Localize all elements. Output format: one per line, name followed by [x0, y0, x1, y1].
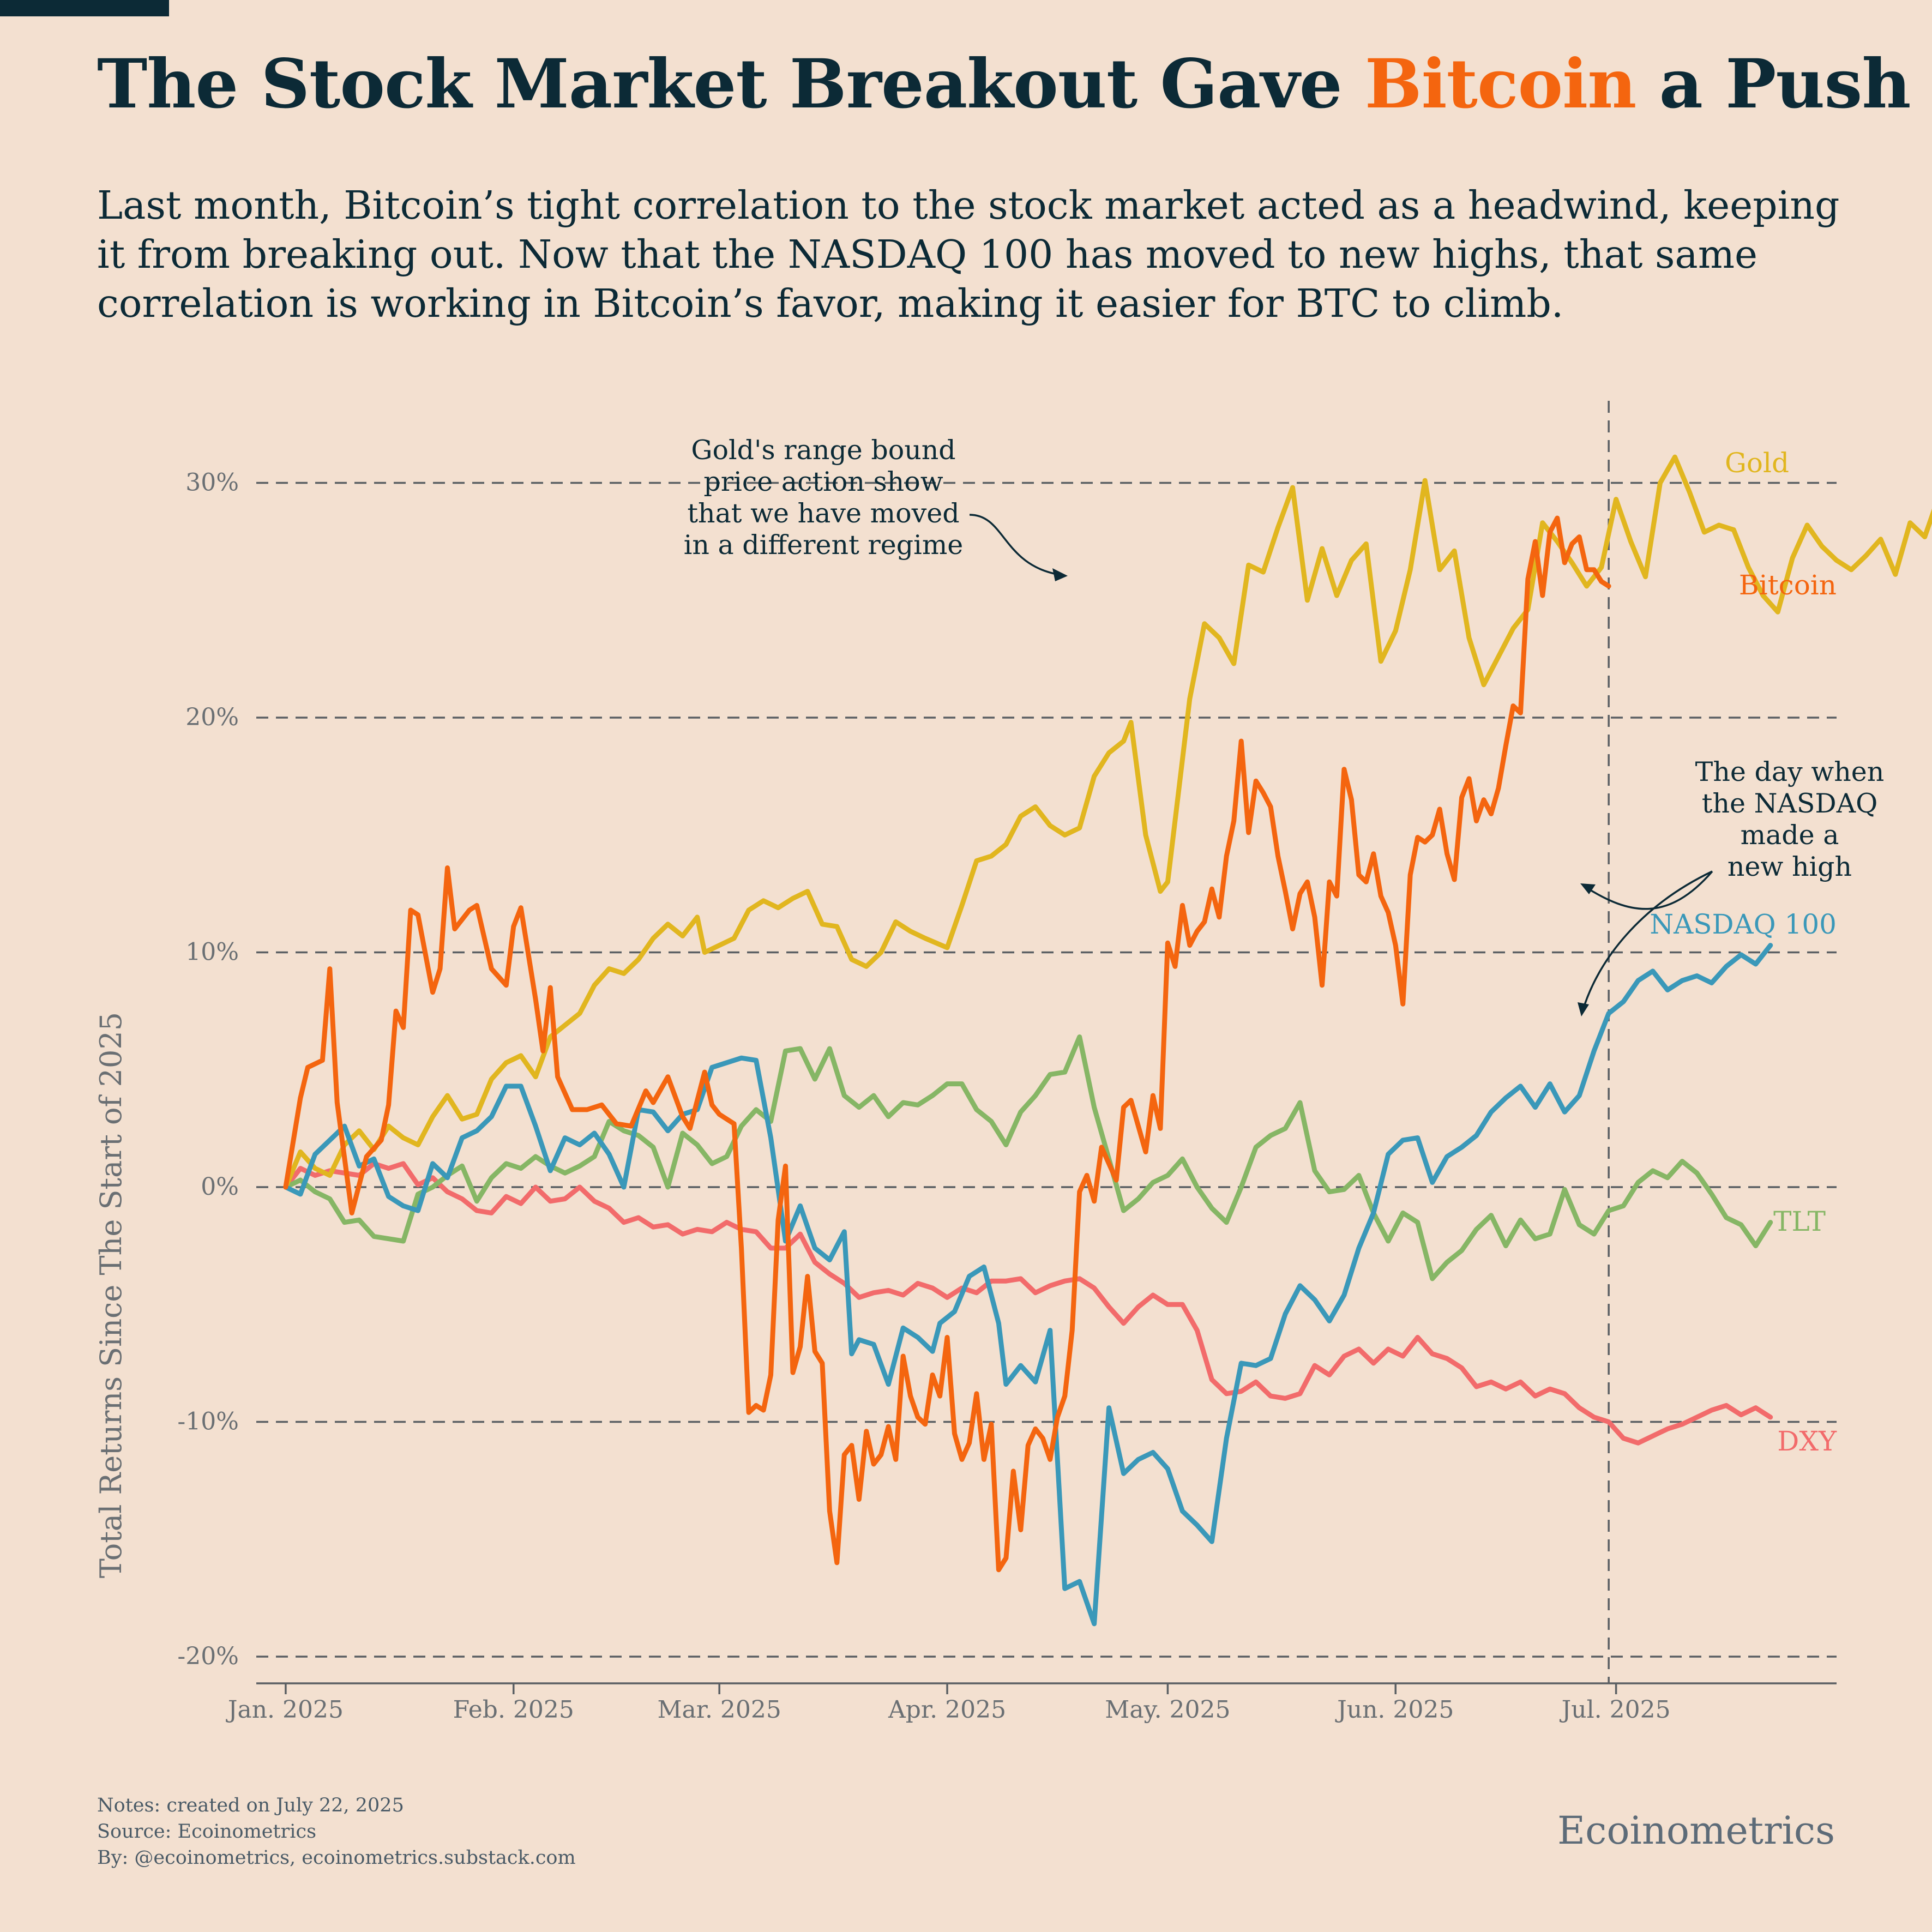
brand-logo-text: Ecoinometrics [1557, 1808, 1835, 1853]
y-tick-label: 30% [185, 469, 239, 497]
byline: By: @ecoinometrics, ecoinometrics.substa… [97, 1847, 576, 1869]
annotation-gold-arrow [969, 514, 1064, 576]
y-tick-label: -20% [177, 1642, 239, 1670]
title-highlight: Bitcoin [1364, 45, 1637, 124]
y-axis-label: Total Returns Since The Start of 2025 [94, 1012, 128, 1578]
notes-line: Notes: created on July 22, 2025 [97, 1795, 404, 1816]
annotation-nasdaq-arrowhead-lower [1578, 1002, 1589, 1016]
y-tick-label: -10% [177, 1408, 239, 1436]
corner-accent-bar [0, 0, 169, 16]
series-label-tlt: TLT [1773, 1206, 1826, 1237]
x-tick-label: Jun. 2025 [1335, 1696, 1454, 1724]
x-tick-label: Jan. 2025 [226, 1696, 344, 1724]
x-tick-label: Mar. 2025 [657, 1696, 781, 1724]
series-label-bitcoin: Bitcoin [1739, 569, 1837, 601]
series-line-gold [283, 454, 1932, 1190]
y-tick-label: 20% [185, 703, 239, 731]
y-tick-label: 10% [185, 938, 239, 966]
annotation-nasdaq-arrow-lower [1581, 870, 1713, 1012]
chart-title: The Stock Market Breakout Gave Bitcoin a… [97, 45, 1911, 124]
annotation-nasdaq-arrowhead-upper [1580, 883, 1596, 894]
series-label-nasdaq-100: NASDAQ 100 [1650, 908, 1837, 940]
annotation-nasdaq-line: new high [1728, 851, 1852, 882]
annotation-gold-line: in a different regime [684, 529, 964, 561]
annotation-nasdaq-line: the NASDAQ [1702, 788, 1878, 819]
annotation-gold-arrowhead [1052, 568, 1068, 581]
series-line-dxy [283, 1161, 1773, 1446]
chart-subtitle: Last month, Bitcoin’s tight correlation … [97, 183, 1840, 326]
series-label-gold: Gold [1725, 447, 1789, 479]
series-line-nasdaq-100 [283, 943, 1773, 1627]
source-line: Source: Ecoinometrics [97, 1821, 317, 1843]
annotation-gold-line: Gold's range bound [691, 435, 955, 466]
title-prefix: The Stock Market Breakout Gave [97, 45, 1365, 124]
y-tick-label: 0% [201, 1173, 239, 1201]
x-tick-label: Apr. 2025 [888, 1696, 1006, 1724]
annotation-gold-line: price action show [703, 466, 943, 497]
x-tick-label: May. 2025 [1105, 1696, 1230, 1724]
annotation-nasdaq-line: made a [1741, 820, 1839, 851]
x-tick-label: Feb. 2025 [453, 1696, 574, 1724]
series-label-dxy: DXY [1777, 1425, 1837, 1457]
annotation-nasdaq-line: The day when [1695, 756, 1885, 787]
x-tick-label: Jul. 2025 [1560, 1696, 1671, 1724]
title-suffix: a Push [1636, 45, 1911, 124]
annotation-gold-line: that we have moved [687, 498, 959, 529]
annotation-nasdaq-arrow-upper [1584, 870, 1713, 910]
series-line-bitcoin [283, 515, 1611, 1573]
footer-notes: Notes: created on July 22, 2025 Source: … [97, 1792, 576, 1871]
series-line-tlt [283, 1034, 1773, 1281]
